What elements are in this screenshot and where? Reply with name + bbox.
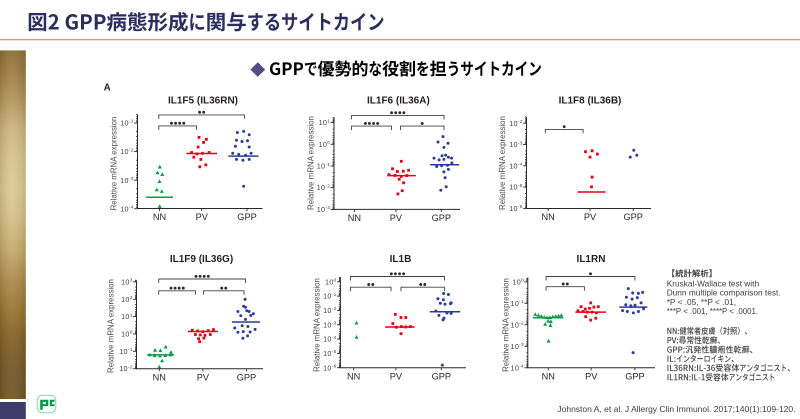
svg-text:10-2: 10-2 xyxy=(511,320,525,329)
svg-text:10-3: 10-3 xyxy=(317,205,331,214)
svg-text:Relative mRNA expression: Relative mRNA expression xyxy=(498,116,507,210)
svg-text:100: 100 xyxy=(121,330,133,339)
svg-text:IL1F5 (IL36RN): IL1F5 (IL36RN) xyxy=(168,96,238,107)
svg-text:GPP: GPP xyxy=(625,371,644,381)
svg-text:10-2: 10-2 xyxy=(323,306,337,315)
svg-text:GPP: GPP xyxy=(237,212,256,222)
svg-text:10-3: 10-3 xyxy=(323,320,337,329)
svg-text:100: 100 xyxy=(512,277,524,286)
svg-text:10-1: 10-1 xyxy=(317,162,331,171)
svg-text:10-6: 10-6 xyxy=(509,204,523,213)
svg-text:10-4: 10-4 xyxy=(323,335,337,344)
svg-text:10-4: 10-4 xyxy=(509,161,523,170)
svg-text:IL1B: IL1B xyxy=(390,254,412,265)
svg-text:10-4: 10-4 xyxy=(511,363,525,372)
svg-text:10-3: 10-3 xyxy=(509,140,523,149)
svg-text:GPP: GPP xyxy=(237,372,256,382)
svg-text:IL1RN: IL1RN xyxy=(577,254,606,265)
svg-text:101: 101 xyxy=(121,312,133,321)
svg-text:PV: PV xyxy=(584,212,597,222)
svg-text:GPP: GPP xyxy=(432,371,451,381)
svg-text:101: 101 xyxy=(319,118,331,127)
svg-text:Dunn multiple comparison test.: Dunn multiple comparison test. xyxy=(667,288,781,298)
svg-text:GPP: GPP xyxy=(623,212,642,222)
svg-text:NN: NN xyxy=(153,212,166,222)
svg-text:*P < .05, **P < .01,: *P < .05, **P < .01, xyxy=(667,297,736,307)
svg-text:PV: PV xyxy=(197,372,210,382)
svg-text:Relative mRNA expression: Relative mRNA expression xyxy=(501,278,510,372)
svg-text:NN: NN xyxy=(347,371,360,381)
svg-text:10-4: 10-4 xyxy=(120,204,134,213)
svg-text:102: 102 xyxy=(121,295,133,304)
svg-text:10-6: 10-6 xyxy=(323,363,337,372)
svg-text:***P < .001, ****P < .0001.: ***P < .001, ****P < .0001. xyxy=(667,307,758,316)
svg-text:10-5: 10-5 xyxy=(509,183,523,192)
svg-text:PV: PV xyxy=(390,371,403,381)
svg-text:PV: PV xyxy=(390,213,403,223)
svg-text:10-2: 10-2 xyxy=(120,147,134,156)
svg-text:PV: PV xyxy=(585,371,598,381)
svg-text:IL1F8 (IL36B): IL1F8 (IL36B) xyxy=(559,96,622,107)
svg-text:103: 103 xyxy=(121,277,133,286)
svg-text:Relative mRNA expression: Relative mRNA expression xyxy=(312,278,321,372)
svg-text:10-1: 10-1 xyxy=(511,299,525,308)
svg-text:Relative mRNA expression: Relative mRNA expression xyxy=(107,279,116,373)
svg-text:A: A xyxy=(104,82,111,93)
svg-text:10-3: 10-3 xyxy=(511,342,525,351)
svg-text:PV: PV xyxy=(196,212,209,222)
svg-text:100: 100 xyxy=(325,277,337,286)
svg-text:Johnston A, et al. J Allergy C: Johnston A, et al. J Allergy Clin Immuno… xyxy=(557,404,795,414)
svg-text:10-2: 10-2 xyxy=(317,183,331,192)
svg-text:10-2: 10-2 xyxy=(509,119,523,128)
svg-text:10-1: 10-1 xyxy=(119,347,133,356)
svg-text:10-5: 10-5 xyxy=(323,349,337,358)
svg-text:IL1F6 (IL36A): IL1F6 (IL36A) xyxy=(367,96,430,107)
svg-text:Relative mRNA expression: Relative mRNA expression xyxy=(307,116,316,210)
svg-text:NN: NN xyxy=(153,372,166,382)
svg-text:Relative mRNA expression: Relative mRNA expression xyxy=(109,117,118,211)
svg-text:Kruskal-Wallace test with: Kruskal-Wallace test with xyxy=(667,279,760,289)
svg-text:10-2: 10-2 xyxy=(119,364,133,373)
svg-text:100: 100 xyxy=(319,140,331,149)
svg-text:NN: NN xyxy=(348,213,361,223)
svg-text:NN: NN xyxy=(542,371,555,381)
svg-text:10-1: 10-1 xyxy=(120,119,134,128)
svg-text:10-3: 10-3 xyxy=(120,176,134,185)
svg-text:GPP: GPP xyxy=(432,213,451,223)
svg-text:IL1F9 (IL36G): IL1F9 (IL36G) xyxy=(170,254,233,265)
svg-text:NN: NN xyxy=(542,212,555,222)
svg-text:10-1: 10-1 xyxy=(323,292,337,301)
